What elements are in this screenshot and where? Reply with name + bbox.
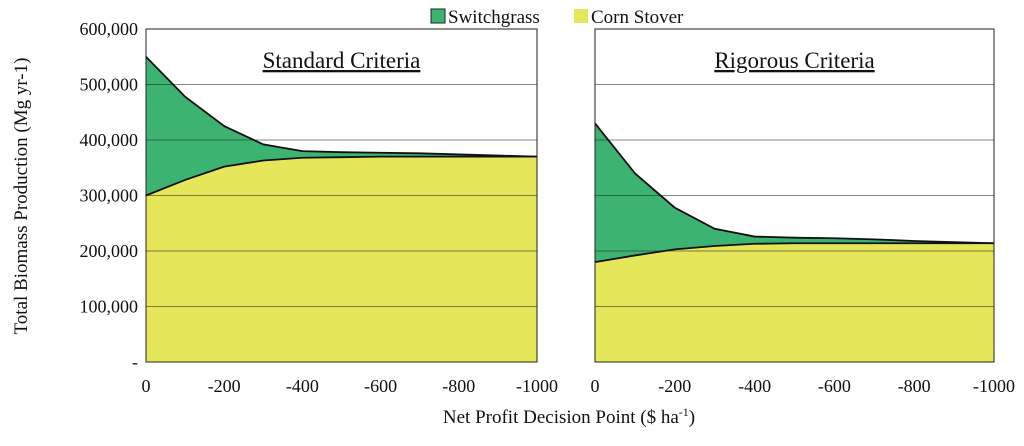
x-tick-label: -200 (208, 376, 241, 396)
x-axis-title-main: Net Profit Decision Point ($ ha (443, 407, 679, 428)
x-tick-label: -800 (898, 376, 931, 396)
x-tick-label: -200 (658, 376, 691, 396)
area-switchgrass (595, 123, 994, 263)
panel-standard-criteria: Standard Criteria 0 -200 -400 -600 -800 -1000 (142, 28, 558, 396)
x-tick-label: -600 (818, 376, 851, 396)
x-tick-label: 0 (142, 376, 151, 396)
y-tick-label: 600,000 (80, 19, 139, 39)
x-tick-label: -1000 (973, 376, 1015, 396)
area-corn-stover (146, 156, 537, 362)
x-tick-label: -800 (442, 376, 475, 396)
panel-title: Standard Criteria (263, 48, 421, 73)
y-axis-title: Total Biomass Production (Mg yr-1) (11, 58, 32, 335)
line-total (145, 56, 538, 158)
x-axis-title-superscript: -1 (679, 405, 689, 419)
y-tick-label: 500,000 (80, 75, 139, 95)
x-tick-label: -400 (738, 376, 771, 396)
plot-frame (145, 28, 538, 363)
plot-frame (594, 28, 995, 363)
line-corn-stover (594, 242, 994, 263)
x-tick-label: -400 (286, 376, 319, 396)
y-axis-ticks: - 100,000 200,000 300,000 400,000 500,000 600,… (80, 19, 139, 372)
line-total (594, 122, 995, 245)
panel-rigorous-criteria: Rigorous Criteria 0 -200 -400 -600 -800 -1000 (591, 28, 1015, 396)
y-tick-label: - (132, 352, 138, 372)
y-tick-label: 100,000 (80, 297, 139, 317)
x-axis-title: Net Profit Decision Point ($ ha-1) (443, 405, 695, 428)
legend: Switchgrass Corn Stover (430, 7, 684, 28)
y-tick-label: 300,000 (80, 186, 139, 206)
legend-swatch-switchgrass (430, 8, 446, 24)
panel-title: Rigorous Criteria (714, 48, 874, 73)
legend-swatch-corn-stover (574, 9, 588, 23)
x-axis-title-end: ) (689, 407, 695, 428)
y-tick-label: 400,000 (80, 130, 139, 150)
x-tick-label: -600 (364, 376, 397, 396)
legend-label-switchgrass: Switchgrass (448, 7, 540, 28)
area-switchgrass (146, 56, 537, 196)
y-tick-label: 200,000 (80, 241, 139, 261)
x-tick-label: 0 (591, 376, 600, 396)
area-corn-stover (595, 243, 994, 362)
line-corn-stover (145, 155, 537, 197)
x-tick-label: -1000 (516, 376, 558, 396)
legend-label-corn-stover: Corn Stover (591, 7, 684, 28)
